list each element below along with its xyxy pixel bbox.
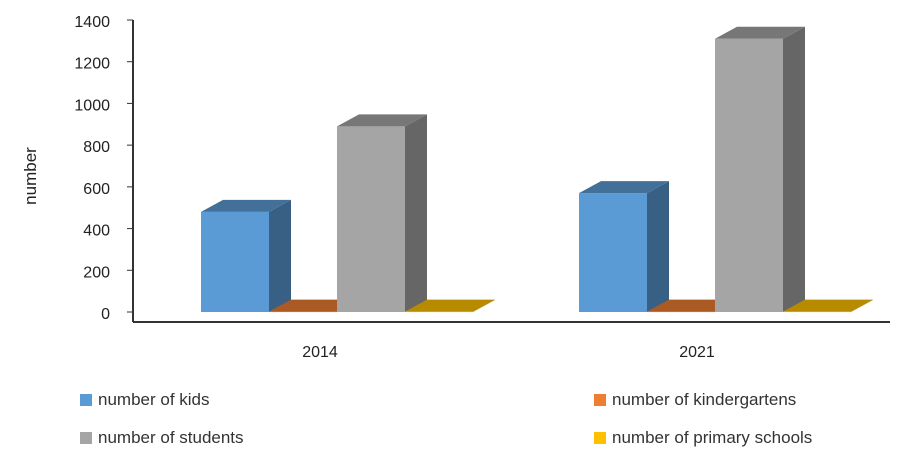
bar-front — [337, 126, 405, 312]
legend-label-students: number of students — [98, 428, 244, 447]
bar-top — [647, 299, 737, 312]
bar-top — [783, 299, 873, 312]
bar-front — [405, 311, 473, 313]
bars-layer — [201, 26, 873, 313]
bar-top — [405, 299, 495, 312]
y-axis-title: number — [21, 147, 40, 205]
y-tick-label: 400 — [83, 223, 110, 240]
bar-side — [783, 26, 805, 313]
legend-label-kindergartens: number of kindergartens — [612, 390, 797, 409]
y-tick-label: 200 — [83, 264, 110, 281]
legend-label-primary-schools: number of primary schools — [612, 428, 813, 447]
legend-swatch-primary-schools — [594, 432, 606, 444]
bar-number-of-primary-schools-2021 — [783, 299, 873, 313]
bar-front — [715, 38, 783, 313]
x-category-label: 2014 — [302, 344, 338, 361]
y-tick-label: 1200 — [74, 56, 110, 73]
bar-top — [715, 26, 805, 39]
y-tick-label: 1400 — [74, 14, 110, 31]
bar-front — [201, 211, 269, 312]
bar-front — [269, 311, 337, 313]
bar-front — [783, 311, 851, 313]
y-tick-label: 800 — [83, 139, 110, 156]
bar-top — [579, 181, 669, 194]
legend-item-primary-schools: number of primary schools — [594, 428, 812, 448]
y-tick-label: 1000 — [74, 97, 110, 114]
bar-number-of-students-2021 — [715, 26, 805, 313]
y-tick-label: 600 — [83, 181, 110, 198]
y-ticks: 0 200 400 600 800 1000 1200 1400 — [74, 14, 133, 323]
bar-side — [851, 299, 873, 312]
legend-item-kids: number of kids — [80, 390, 210, 410]
legend-item-students: number of students — [80, 428, 244, 448]
bar-top — [269, 299, 359, 312]
bar-top — [201, 199, 291, 212]
bar-side — [473, 299, 495, 312]
legend-item-kindergartens: number of kindergartens — [594, 390, 796, 410]
bar-number-of-kids-2021 — [579, 181, 669, 312]
legend-swatch-kindergartens — [594, 394, 606, 406]
legend-swatch-kids — [80, 394, 92, 406]
bar-number-of-primary-schools-2014 — [405, 299, 495, 313]
bar-top — [337, 114, 427, 127]
y-tick-label: 0 — [101, 306, 110, 323]
bar-number-of-students-2014 — [337, 114, 427, 312]
bar-number-of-kids-2014 — [201, 199, 291, 312]
legend-swatch-students — [80, 432, 92, 444]
bar-side — [405, 114, 427, 312]
x-category-label: 2021 — [679, 344, 715, 361]
legend-label-kids: number of kids — [98, 390, 210, 409]
bar-front — [647, 311, 715, 313]
bar-side — [269, 199, 291, 312]
bar-side — [647, 181, 669, 312]
bar-front — [579, 193, 647, 312]
